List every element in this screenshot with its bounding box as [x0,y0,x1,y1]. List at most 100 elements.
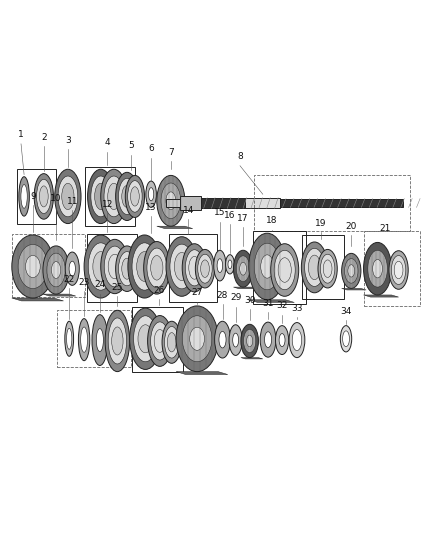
Bar [201,198,245,208]
Ellipse shape [146,181,156,207]
Bar [254,174,410,231]
Ellipse shape [118,252,136,286]
Ellipse shape [276,326,289,354]
Ellipse shape [154,329,166,352]
Polygon shape [249,300,294,302]
Bar [12,233,85,297]
Text: 20: 20 [346,222,357,231]
Ellipse shape [65,321,74,356]
Ellipse shape [92,314,108,366]
Ellipse shape [233,333,239,347]
Text: 7: 7 [168,148,174,157]
Text: 8: 8 [237,152,243,161]
Ellipse shape [265,332,272,348]
Ellipse shape [118,179,136,214]
Text: 5: 5 [128,141,134,150]
Ellipse shape [95,183,107,209]
Ellipse shape [244,329,256,353]
Ellipse shape [47,253,65,287]
Ellipse shape [25,255,40,278]
Ellipse shape [217,259,223,272]
Bar [169,233,217,302]
Ellipse shape [343,331,350,346]
Bar [87,233,137,302]
Ellipse shape [96,329,103,352]
Ellipse shape [345,259,358,283]
Bar [166,199,180,207]
Ellipse shape [170,244,194,289]
Ellipse shape [164,327,179,358]
Polygon shape [176,372,228,375]
Bar [17,169,56,223]
Ellipse shape [226,255,234,274]
Ellipse shape [104,246,125,287]
Ellipse shape [167,333,176,352]
Ellipse shape [138,325,153,353]
Ellipse shape [147,248,166,287]
Ellipse shape [101,239,129,294]
Ellipse shape [18,245,48,288]
Ellipse shape [52,262,60,278]
Ellipse shape [394,261,403,279]
Text: 2: 2 [41,133,46,142]
Polygon shape [157,226,193,229]
Text: 21: 21 [380,224,391,233]
Ellipse shape [166,237,198,296]
Ellipse shape [247,335,253,347]
Ellipse shape [301,242,328,293]
Ellipse shape [182,316,212,362]
Bar [132,307,183,372]
Ellipse shape [292,329,302,351]
Bar [85,167,135,226]
Ellipse shape [125,175,145,217]
Ellipse shape [176,306,218,372]
Ellipse shape [108,318,127,364]
Ellipse shape [148,188,154,201]
Ellipse shape [130,308,161,369]
Ellipse shape [342,253,361,288]
Ellipse shape [58,176,78,217]
Ellipse shape [62,183,74,209]
Text: 6: 6 [148,144,154,154]
Ellipse shape [112,327,123,355]
Ellipse shape [128,181,142,212]
Ellipse shape [261,255,274,278]
Ellipse shape [190,327,205,350]
Ellipse shape [148,316,172,366]
Ellipse shape [34,174,53,219]
Text: 30: 30 [244,296,255,305]
Ellipse shape [19,177,29,216]
Ellipse shape [182,244,207,292]
Ellipse shape [101,169,127,223]
Polygon shape [12,298,64,301]
Ellipse shape [228,260,232,269]
Ellipse shape [166,192,176,209]
Text: 13: 13 [145,203,156,212]
Ellipse shape [104,176,124,217]
Text: 14: 14 [183,206,194,215]
Ellipse shape [241,324,258,358]
Ellipse shape [157,175,185,226]
Ellipse shape [373,260,382,278]
Ellipse shape [215,321,230,358]
Ellipse shape [137,252,152,281]
Ellipse shape [108,183,120,209]
Bar [364,231,420,306]
Text: 34: 34 [340,306,352,316]
Ellipse shape [240,262,247,275]
Ellipse shape [88,243,113,290]
Text: 15: 15 [214,208,226,217]
Ellipse shape [55,169,81,223]
Ellipse shape [195,249,215,288]
Text: 23: 23 [78,278,90,287]
Ellipse shape [91,176,110,217]
Text: 10: 10 [50,195,62,204]
Ellipse shape [321,254,335,283]
Ellipse shape [274,251,295,290]
Text: 19: 19 [315,219,326,228]
Text: 4: 4 [105,139,110,147]
Text: 32: 32 [276,301,288,310]
Ellipse shape [84,235,117,298]
Polygon shape [241,358,263,359]
Ellipse shape [116,246,138,292]
